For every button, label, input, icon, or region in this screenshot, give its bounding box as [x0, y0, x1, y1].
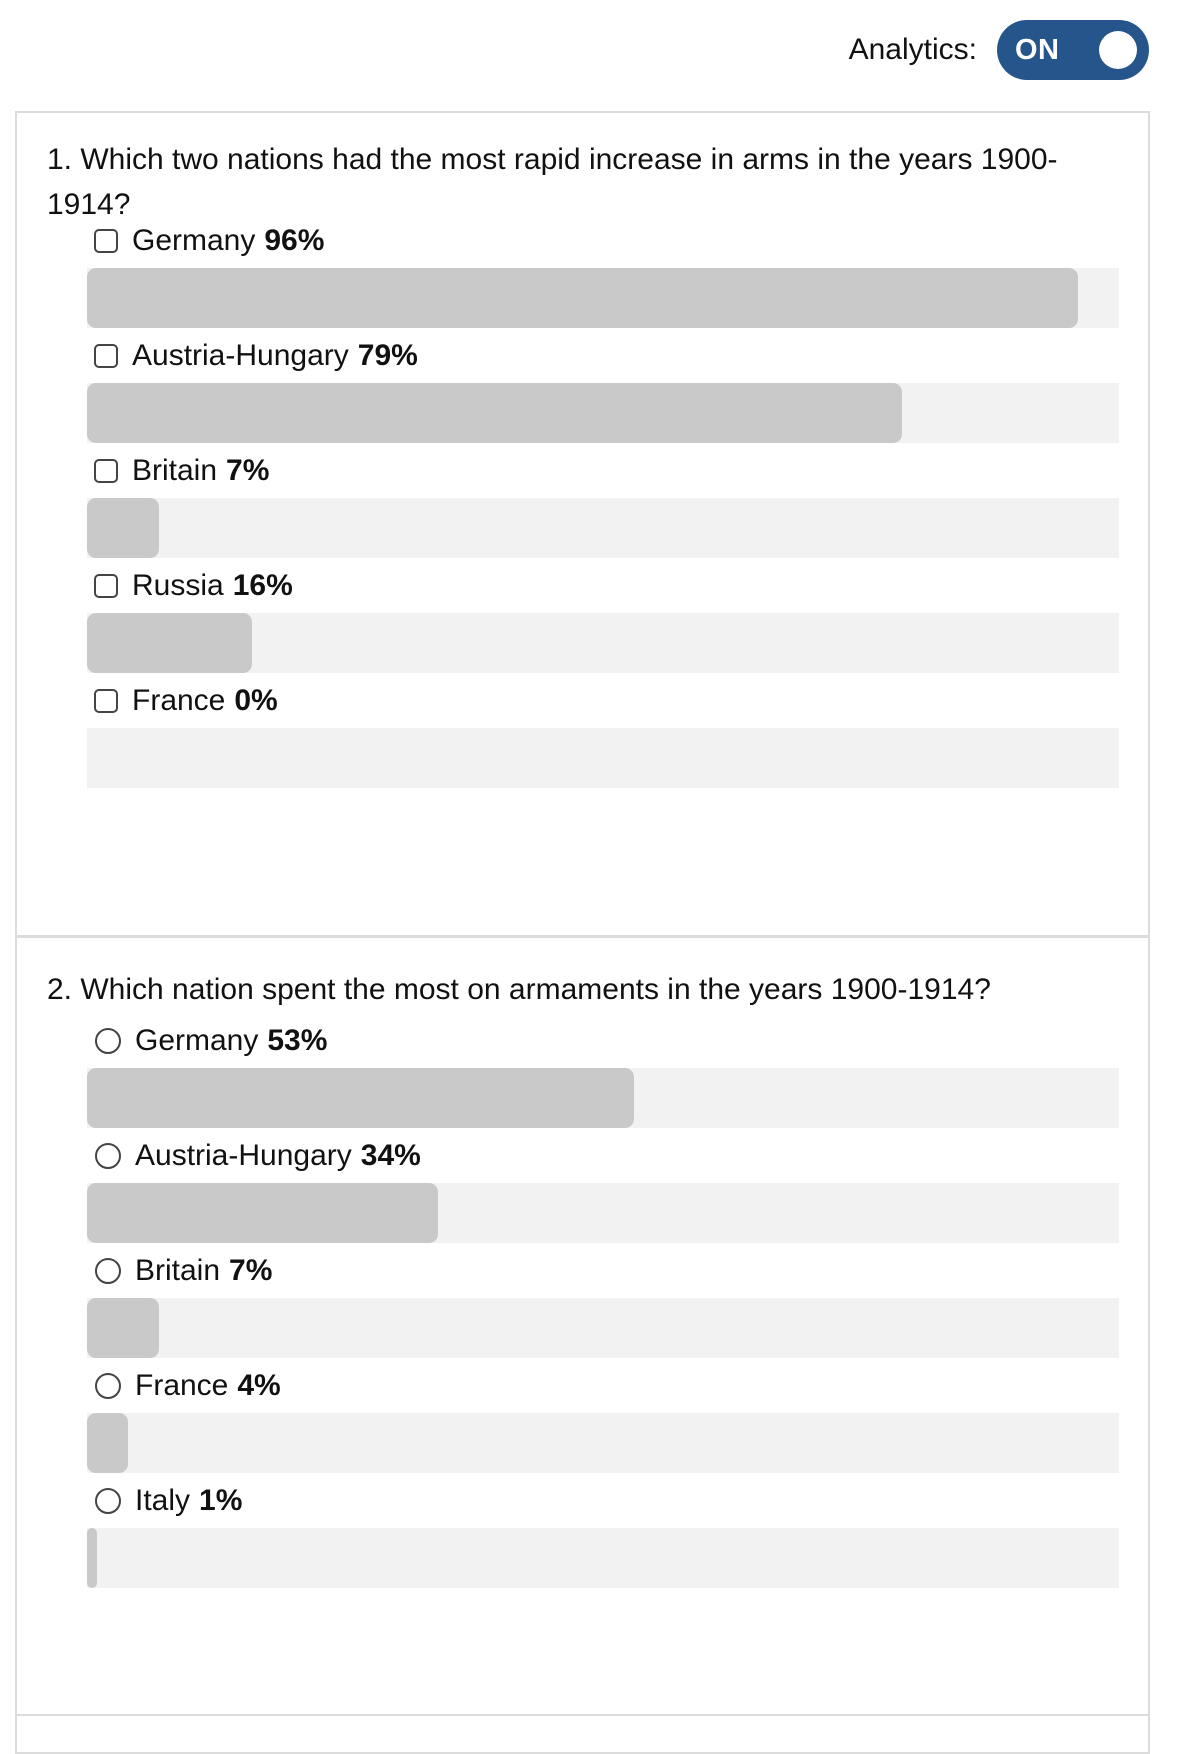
option-percentage: 79%	[357, 339, 418, 372]
result-bar-fill	[87, 1183, 438, 1243]
option-radio[interactable]	[95, 1373, 121, 1399]
result-bar-track	[87, 1298, 1119, 1358]
toggle-knob	[1099, 31, 1137, 69]
option-radio[interactable]	[95, 1143, 121, 1169]
result-bar-track	[87, 1183, 1119, 1243]
question-text: 2. Which nation spent the most on armame…	[47, 973, 991, 1006]
question-card-1: 1. Which two nations had the most rapid …	[15, 111, 1150, 937]
option-radio[interactable]	[95, 1028, 121, 1054]
option-percentage: 1%	[199, 1484, 243, 1517]
analytics-toggle[interactable]: ON	[997, 20, 1149, 80]
option-percentage: 7%	[229, 1254, 273, 1287]
result-bar-fill	[87, 1298, 160, 1358]
question-card-3	[15, 1714, 1150, 1754]
option-row: France 0%	[87, 681, 278, 721]
option-label: Austria-Hungary	[135, 1139, 352, 1172]
result-bar-fill	[87, 613, 253, 673]
option-row: Austria-Hungary 79%	[87, 336, 418, 376]
option-row: Germany 53%	[87, 1021, 327, 1061]
result-bar-fill	[87, 1068, 634, 1128]
analytics-label: Analytics:	[848, 33, 977, 66]
analytics-bar: Analytics: ON	[849, 20, 1149, 80]
option-label: Austria-Hungary	[132, 339, 349, 372]
result-bar-track	[87, 728, 1119, 788]
option-percentage: 16%	[232, 569, 293, 602]
result-bar-track	[87, 268, 1119, 328]
option-radio[interactable]	[95, 1258, 121, 1284]
option-label: France	[132, 684, 226, 717]
question-text: 1. Which two nations had the most rapid …	[47, 143, 1058, 221]
option-checkbox[interactable]	[94, 229, 118, 253]
option-checkbox[interactable]	[94, 344, 118, 368]
option-percentage: 7%	[226, 454, 270, 487]
result-bar-track	[87, 1068, 1119, 1128]
option-radio[interactable]	[95, 1488, 121, 1514]
option-checkbox[interactable]	[94, 459, 118, 483]
result-bar-fill	[87, 498, 160, 558]
result-bar-track	[87, 498, 1119, 558]
option-checkbox[interactable]	[94, 574, 118, 598]
option-label: Britain	[132, 454, 218, 487]
result-bar-track	[87, 1413, 1119, 1473]
result-bar-track	[87, 1528, 1119, 1588]
option-row: Germany 96%	[87, 221, 324, 261]
option-percentage: 96%	[264, 224, 325, 257]
option-percentage: 53%	[267, 1024, 328, 1057]
option-label: France	[135, 1369, 229, 1402]
option-label: Italy	[135, 1484, 191, 1517]
result-bar-track	[87, 613, 1119, 673]
question-card-2: 2. Which nation spent the most on armame…	[15, 936, 1150, 1716]
option-percentage: 34%	[360, 1139, 421, 1172]
option-label: Russia	[132, 569, 224, 602]
result-bar-fill	[87, 1528, 98, 1588]
option-row: France 4%	[87, 1366, 281, 1406]
result-bar-track	[87, 383, 1119, 443]
option-row: Britain 7%	[87, 1251, 272, 1291]
option-percentage: 4%	[237, 1369, 281, 1402]
option-percentage: 0%	[234, 684, 278, 717]
option-label: Germany	[132, 224, 256, 257]
option-row: Britain 7%	[87, 451, 269, 491]
option-row: Russia 16%	[87, 566, 293, 606]
result-bar-fill	[87, 1413, 129, 1473]
option-row: Austria-Hungary 34%	[87, 1136, 421, 1176]
option-row: Italy 1%	[87, 1481, 242, 1521]
result-bar-fill	[87, 268, 1078, 328]
result-bar-fill	[87, 383, 903, 443]
option-label: Germany	[135, 1024, 259, 1057]
analytics-toggle-text: ON	[1015, 34, 1060, 66]
option-checkbox[interactable]	[94, 689, 118, 713]
option-label: Britain	[135, 1254, 221, 1287]
